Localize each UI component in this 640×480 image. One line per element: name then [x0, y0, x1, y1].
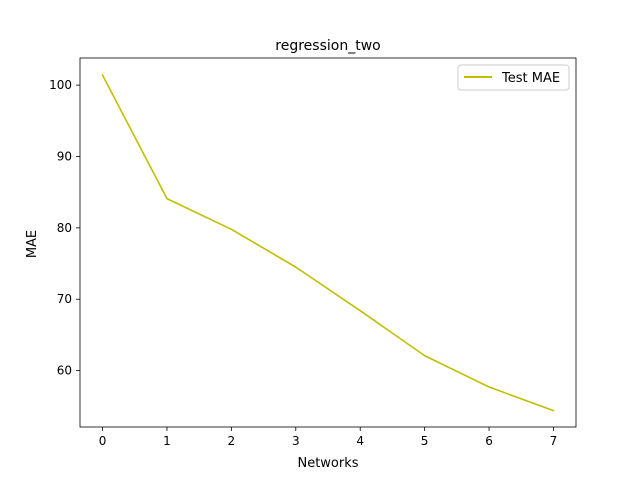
y-tick-label: 80 — [57, 221, 72, 235]
y-axis-label: MAE — [25, 230, 40, 258]
x-tick-label: 0 — [99, 434, 107, 448]
x-tick-label: 7 — [550, 434, 558, 448]
y-tick-label: 90 — [57, 149, 72, 163]
series-lines — [101, 74, 555, 412]
y-tick-label: 60 — [57, 364, 72, 378]
x-tick-label: 4 — [356, 434, 364, 448]
x-tick-label: 1 — [163, 434, 171, 448]
x-tick-label: 2 — [228, 434, 236, 448]
legend-label: Test MAE — [501, 71, 560, 86]
legend-box — [457, 64, 570, 91]
legend: Test MAE — [457, 64, 570, 91]
plot-frame — [79, 57, 577, 428]
y-tick-label: 100 — [49, 78, 72, 92]
x-tick-label: 3 — [292, 434, 300, 448]
x-axis-label: Networks — [297, 456, 358, 471]
x-tick-label: 6 — [485, 434, 493, 448]
axis-ticks: 0 1 2 3 4 5 6 7 60 70 80 90 100 — [49, 78, 557, 448]
y-tick-label: 70 — [57, 292, 72, 306]
chart-title: regression_two — [275, 38, 380, 54]
x-tick-label: 5 — [421, 434, 429, 448]
series-line-test-mae — [101, 74, 555, 412]
